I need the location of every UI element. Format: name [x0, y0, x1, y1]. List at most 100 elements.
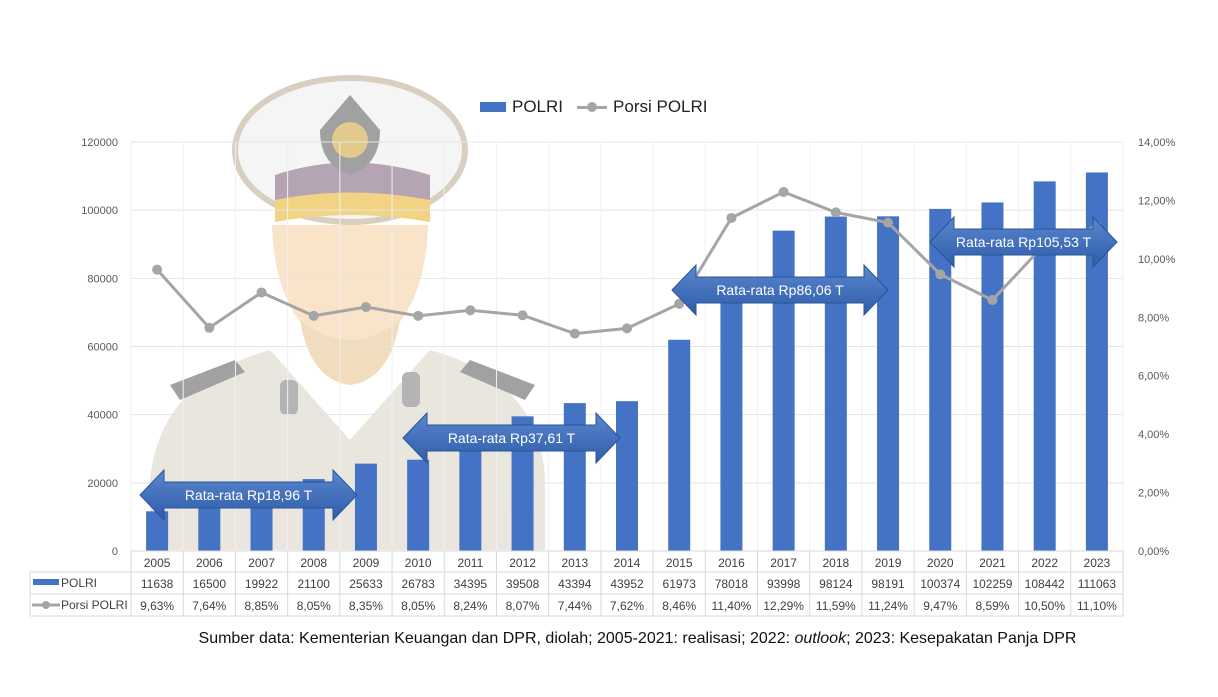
porsi-point-2016	[726, 212, 737, 223]
bar-2017	[772, 230, 795, 552]
porsi-point-2019	[883, 217, 894, 228]
bar-2019	[877, 216, 900, 551]
average-annotation-label: Rata-rata Rp37,61 T	[448, 430, 576, 446]
porsi-point-2012	[517, 310, 528, 321]
bar-2016	[720, 285, 743, 551]
table-cell-polri: 111063	[1078, 577, 1117, 591]
table-cell-polri: 25633	[349, 577, 383, 591]
porsi-point-2021	[987, 295, 998, 306]
bar-2006	[198, 494, 221, 551]
average-annotation-label: Rata-rata Rp105,53 T	[956, 234, 1092, 250]
x-tick-label: 2012	[509, 556, 536, 570]
table-cell-polri: 98191	[871, 577, 905, 591]
table-cell-polri: 100374	[920, 577, 960, 591]
x-tick-label: 2005	[144, 556, 171, 570]
table-cell-porsi: 11,24%	[868, 599, 908, 613]
double-arrow-annotation	[671, 263, 889, 317]
table-cell-polri: 26783	[401, 577, 435, 591]
x-tick-label: 2010	[405, 556, 432, 570]
right-axis-tick-label: 4,00%	[1138, 429, 1169, 441]
table-cell-porsi: 9,47%	[923, 599, 957, 613]
table-cell-porsi: 12,29%	[763, 599, 804, 613]
x-tick-label: 2013	[561, 556, 588, 570]
table-row-label-porsi: Porsi POLRI	[61, 598, 128, 612]
bar-2015	[668, 339, 691, 551]
x-tick-label: 2019	[875, 556, 902, 570]
legend: POLRI Porsi POLRI	[480, 97, 708, 117]
bar-swatch-icon	[480, 102, 506, 112]
legend-item-polri: POLRI	[480, 97, 563, 117]
table-cell-polri: 16500	[193, 577, 227, 591]
table-cell-porsi: 9,63%	[140, 599, 174, 613]
x-tick-label: 2014	[614, 556, 641, 570]
table-cell-porsi: 8,07%	[506, 599, 540, 613]
table-cell-polri: 108442	[1025, 577, 1065, 591]
table-cell-polri: 78018	[715, 577, 749, 591]
x-tick-label: 2009	[353, 556, 380, 570]
bar-2018	[824, 216, 847, 551]
x-tick-label: 2018	[822, 556, 849, 570]
table-cell-polri: 39508	[506, 577, 540, 591]
table-cell-porsi: 11,10%	[1077, 599, 1117, 613]
table-cell-porsi: 8,59%	[975, 599, 1009, 613]
table-cell-polri: 98124	[819, 577, 853, 591]
bar-2011	[459, 433, 482, 551]
bar-2005	[146, 511, 169, 551]
table-cell-porsi: 8,24%	[453, 599, 487, 613]
porsi-point-2014	[622, 323, 632, 334]
double-arrow-annotation	[402, 411, 621, 465]
x-tick-label: 2016	[718, 556, 745, 570]
left-axis-tick-label: 80000	[87, 273, 118, 285]
table-cell-porsi: 7,44%	[558, 599, 592, 613]
table-line-key-icon	[42, 601, 50, 609]
left-axis-tick-label: 20000	[87, 478, 118, 490]
table-bar-key-icon	[33, 579, 59, 585]
table-cell-porsi: 11,59%	[816, 599, 856, 613]
x-tick-label: 2007	[248, 556, 275, 570]
right-axis-tick-label: 8,00%	[1138, 312, 1169, 324]
average-annotation-label: Rata-rata Rp18,96 T	[185, 487, 313, 503]
bar-2009	[354, 463, 377, 551]
table-cell-porsi: 10,50%	[1024, 599, 1065, 613]
table-cell-polri: 11638	[141, 577, 174, 591]
x-tick-label: 2020	[927, 556, 954, 570]
line-swatch-icon	[577, 102, 608, 113]
table-cell-porsi: 11,40%	[712, 599, 752, 613]
right-axis-tick-label: 0,00%	[1138, 546, 1169, 558]
source-caption: Sumber data: Kementerian Keuangan dan DP…	[198, 630, 1077, 647]
table-cell-porsi: 8,46%	[662, 599, 696, 613]
porsi-point-2005	[152, 264, 163, 275]
bar-2020	[929, 208, 952, 551]
table-cell-polri: 43394	[558, 577, 592, 591]
police-officer-illustration	[150, 75, 545, 550]
table-cell-polri: 43952	[610, 577, 644, 591]
x-tick-label: 2017	[770, 556, 797, 570]
left-axis-tick-label: 40000	[87, 410, 118, 422]
left-axis-tick-label: 100000	[81, 205, 118, 217]
table-row-label-polri: POLRI	[61, 576, 97, 590]
bar-2023	[1085, 172, 1108, 552]
table-cell-porsi: 8,85%	[245, 599, 279, 613]
porsi-point-2013	[569, 328, 580, 339]
x-tick-label: 2022	[1031, 556, 1058, 570]
left-axis-tick-label: 0	[112, 546, 118, 558]
right-axis-tick-label: 10,00%	[1138, 254, 1176, 266]
table-cell-porsi: 8,05%	[401, 599, 435, 613]
right-axis-tick-label: 6,00%	[1138, 371, 1169, 383]
bar-2021	[981, 202, 1004, 552]
porsi-point-2009	[360, 302, 371, 313]
table-cell-polri: 61973	[663, 577, 697, 591]
average-annotation-label: Rata-rata Rp86,06 T	[716, 282, 844, 298]
bar-2022	[1033, 181, 1056, 551]
table-cell-porsi: 7,64%	[192, 599, 226, 613]
right-axis-tick-label: 12,00%	[1138, 195, 1176, 207]
x-tick-label: 2023	[1084, 556, 1111, 570]
porsi-point-2015	[674, 298, 685, 309]
x-tick-label: 2021	[979, 556, 1006, 570]
x-tick-label: 2006	[196, 556, 223, 570]
x-tick-label: 2015	[666, 556, 693, 570]
table-cell-porsi: 7,62%	[610, 599, 644, 613]
left-axis-tick-label: 60000	[87, 342, 118, 354]
table-cell-polri: 93998	[767, 577, 801, 591]
